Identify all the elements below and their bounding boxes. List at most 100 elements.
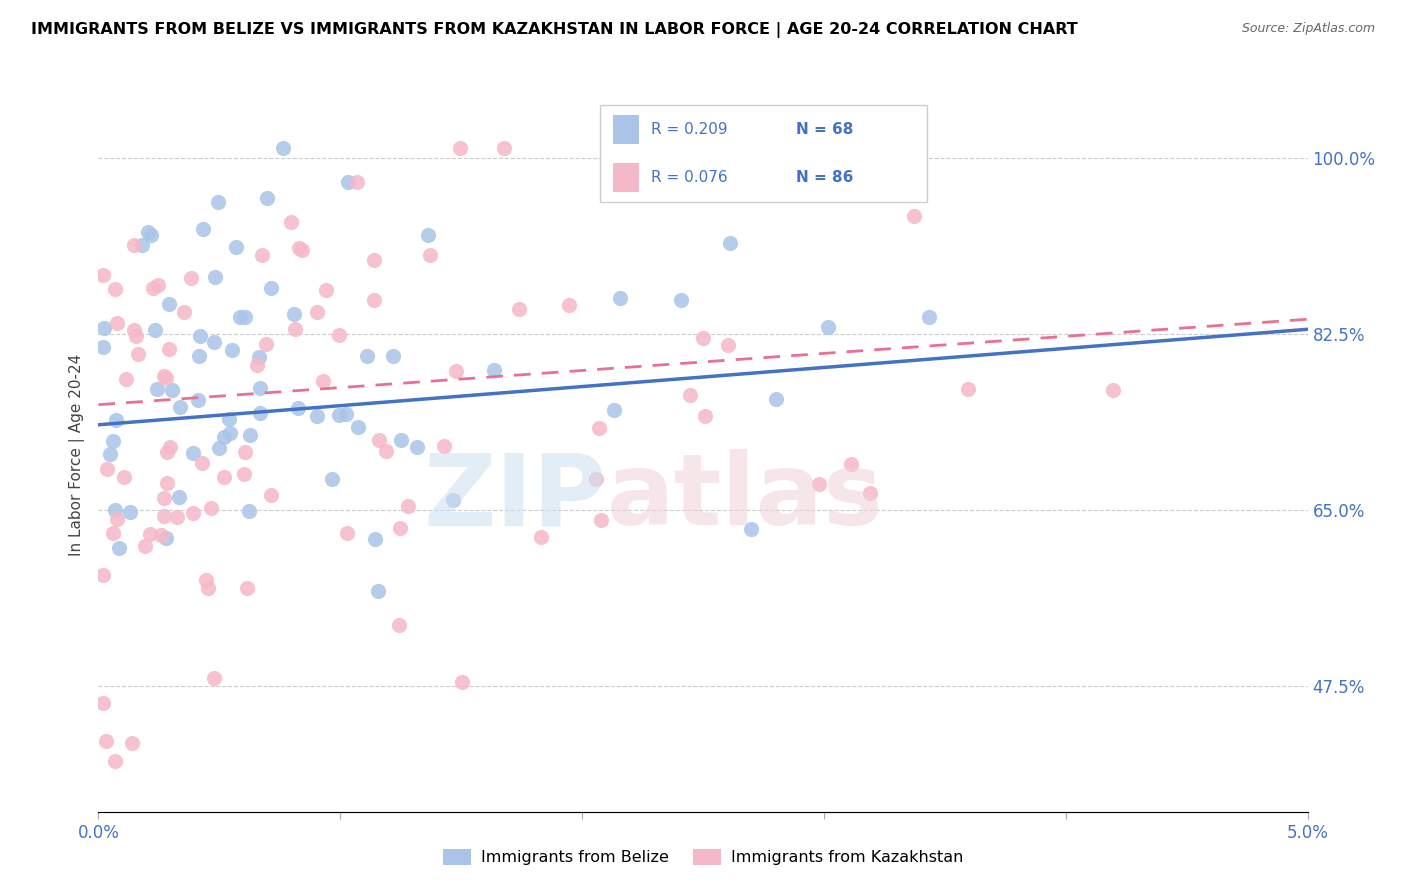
- Point: [256, 191, 278, 205]
- Point: [155, 531, 177, 545]
- Point: [388, 618, 411, 632]
- Point: [692, 331, 714, 345]
- Point: [162, 383, 184, 397]
- Point: [406, 440, 429, 454]
- Point: [101, 526, 124, 541]
- Point: [157, 342, 180, 356]
- Point: [131, 237, 153, 252]
- Point: [155, 371, 177, 385]
- Point: [159, 440, 181, 454]
- Point: [588, 421, 610, 435]
- Point: [585, 471, 607, 485]
- Point: [200, 500, 222, 515]
- Point: [610, 175, 633, 189]
- Point: [238, 504, 260, 518]
- Point: [191, 221, 214, 235]
- Point: [291, 244, 314, 258]
- Point: [337, 175, 360, 189]
- Point: [104, 281, 127, 295]
- Point: [204, 270, 226, 285]
- Point: [96, 462, 118, 476]
- Point: [484, 362, 506, 376]
- Point: [181, 445, 204, 459]
- Point: [127, 347, 149, 361]
- Point: [388, 520, 411, 534]
- Point: [197, 581, 219, 595]
- Point: [416, 227, 439, 242]
- Point: [114, 372, 136, 386]
- Point: [249, 350, 271, 364]
- Point: [91, 697, 114, 711]
- Point: [363, 293, 385, 307]
- Point: [212, 470, 235, 484]
- Point: [260, 281, 283, 295]
- Point: [283, 308, 305, 322]
- Point: [188, 329, 211, 343]
- Point: [225, 240, 247, 254]
- Point: [280, 215, 302, 229]
- Point: [441, 492, 464, 507]
- Point: [364, 533, 387, 547]
- Point: [693, 409, 716, 423]
- Point: [419, 248, 441, 262]
- Point: [451, 674, 474, 689]
- Point: [367, 584, 389, 599]
- Point: [188, 349, 211, 363]
- Point: [367, 433, 389, 447]
- Point: [152, 491, 174, 505]
- Point: [841, 457, 863, 471]
- Point: [208, 441, 231, 455]
- Point: [190, 456, 212, 470]
- Text: atlas: atlas: [606, 450, 883, 546]
- Point: [817, 320, 839, 334]
- Point: [396, 499, 419, 513]
- Point: [321, 472, 343, 486]
- Point: [740, 523, 762, 537]
- Point: [124, 323, 146, 337]
- Point: [239, 428, 262, 442]
- Point: [287, 401, 309, 415]
- Point: [134, 539, 156, 553]
- Point: [669, 293, 692, 307]
- Point: [765, 392, 787, 406]
- Point: [153, 508, 176, 523]
- Point: [718, 235, 741, 250]
- Point: [153, 368, 176, 383]
- Point: [250, 247, 273, 261]
- Point: [335, 525, 357, 540]
- Point: [93, 320, 115, 334]
- Point: [259, 488, 281, 502]
- Point: [91, 568, 114, 582]
- Point: [146, 278, 169, 293]
- Point: [145, 382, 167, 396]
- Point: [433, 439, 456, 453]
- Point: [108, 541, 131, 555]
- Point: [149, 528, 172, 542]
- Point: [903, 209, 925, 223]
- Point: [233, 445, 256, 459]
- Point: [145, 323, 167, 337]
- Point: [202, 334, 225, 349]
- Point: [284, 322, 307, 336]
- Point: [166, 510, 188, 524]
- Point: [603, 403, 626, 417]
- Point: [249, 406, 271, 420]
- Point: [194, 573, 217, 587]
- Point: [249, 381, 271, 395]
- Point: [356, 350, 378, 364]
- Point: [609, 291, 631, 305]
- Point: [107, 316, 129, 330]
- Point: [142, 281, 165, 295]
- Point: [233, 467, 256, 482]
- Point: [492, 141, 515, 155]
- Point: [121, 735, 143, 749]
- Point: [169, 401, 191, 415]
- Text: IMMIGRANTS FROM BELIZE VS IMMIGRANTS FROM KAZAKHSTAN IN LABOR FORCE | AGE 20-24 : IMMIGRANTS FROM BELIZE VS IMMIGRANTS FRO…: [31, 22, 1077, 38]
- Point: [859, 486, 882, 500]
- Point: [180, 270, 202, 285]
- Point: [389, 433, 412, 447]
- Point: [103, 434, 125, 449]
- Point: [346, 420, 368, 434]
- Point: [104, 413, 127, 427]
- Point: [138, 526, 160, 541]
